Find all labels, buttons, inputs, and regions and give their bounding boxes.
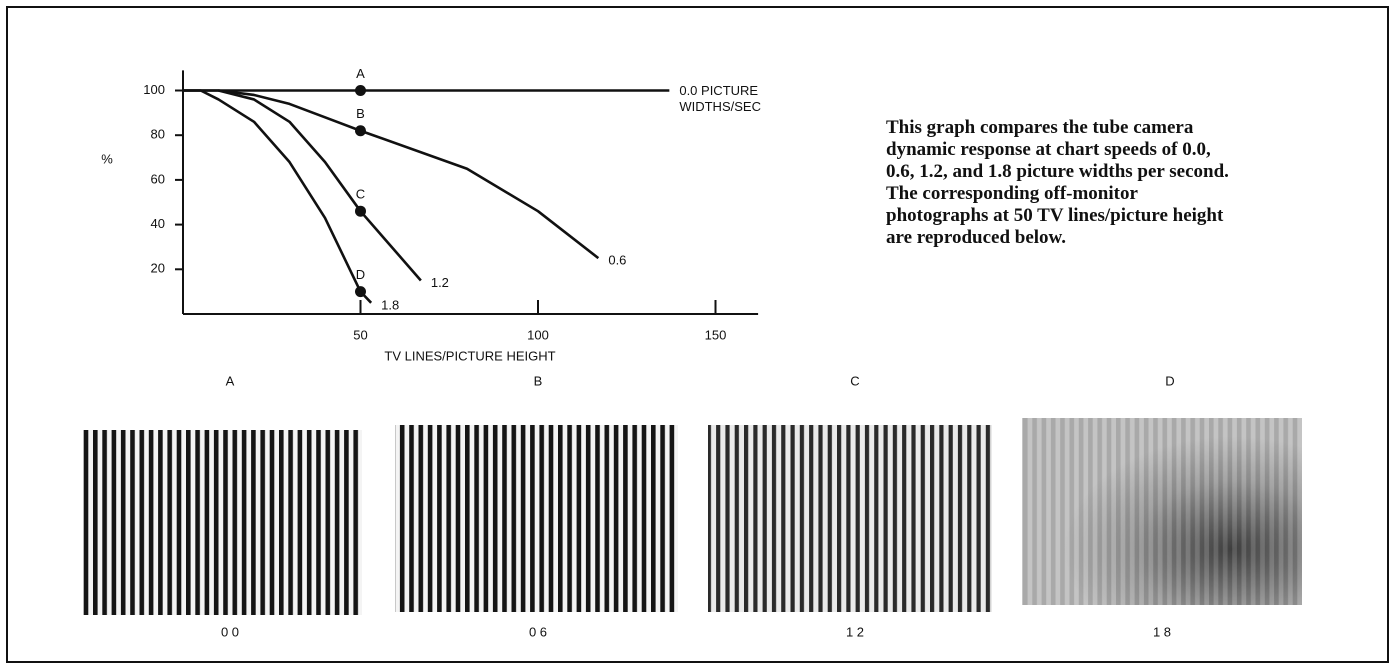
frame <box>6 6 1389 663</box>
x-tick-label: 50 <box>353 327 367 342</box>
marker <box>355 286 366 298</box>
y-tick-label: 40 <box>151 216 165 231</box>
photo-label: A <box>226 373 235 388</box>
photo-speed: 1 8 <box>1153 624 1171 639</box>
marker-label: D <box>356 267 365 282</box>
photo <box>395 425 678 612</box>
photo-texture <box>1022 418 1302 605</box>
photo-label: D <box>1165 373 1174 388</box>
series-label: 0.0 PICTURE WIDTHS/SEC <box>679 82 761 114</box>
series-label: 1.8 <box>381 297 399 312</box>
series-label: 0.6 <box>608 253 626 268</box>
line <box>183 89 600 260</box>
x-tick-label: 100 <box>527 327 549 342</box>
y-axis-label: % <box>101 151 113 166</box>
marker-label: C <box>356 187 365 202</box>
line <box>183 89 373 304</box>
x-axis-label: TV LINES/PICTURE HEIGHT <box>384 348 555 363</box>
caption: This graph compares the tube camera dyna… <box>886 117 1229 248</box>
photo-label: B <box>534 373 543 388</box>
photo-speed: 0 0 <box>221 624 239 639</box>
y-tick-label: 60 <box>151 171 165 186</box>
y-tick-label: 20 <box>151 261 165 276</box>
x-tick-label: 150 <box>705 327 727 342</box>
marker <box>355 205 366 217</box>
photo-label: C <box>850 373 859 388</box>
y-tick-label: 80 <box>151 127 165 142</box>
marker-label: A <box>356 66 365 81</box>
photo <box>83 430 362 615</box>
photo-speed: 0 6 <box>529 624 547 639</box>
line <box>218 89 422 282</box>
marker <box>355 125 366 137</box>
y-tick-label: 100 <box>143 82 165 97</box>
photo <box>708 425 992 612</box>
marker <box>355 85 366 96</box>
photo-speed: 1 2 <box>846 624 864 639</box>
series-label: 1.2 <box>431 275 449 290</box>
marker-label: B <box>356 106 365 121</box>
